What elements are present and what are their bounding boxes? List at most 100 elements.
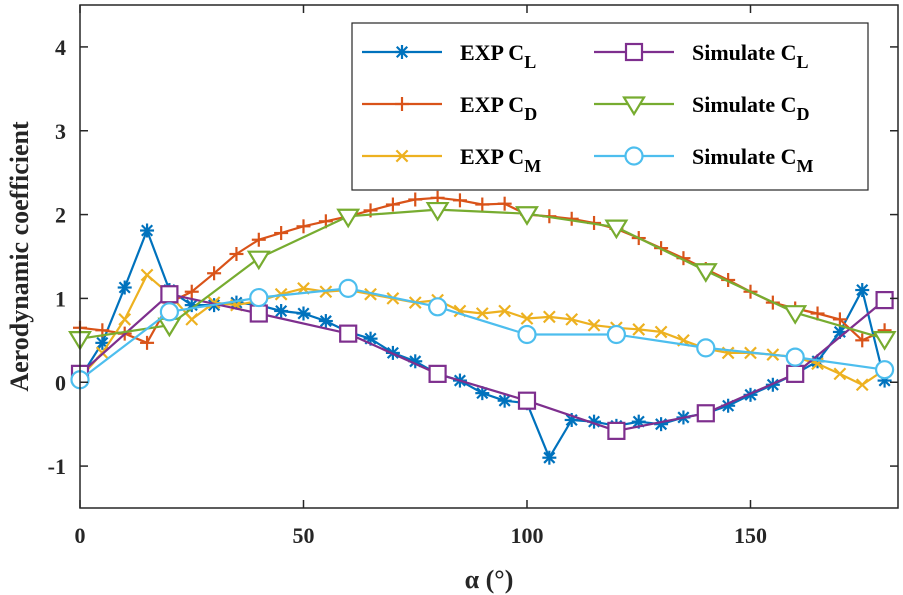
data-point <box>274 226 289 241</box>
legend-label-base: EXP C <box>460 92 524 117</box>
y-tick-label: 0 <box>55 370 66 395</box>
data-point <box>632 323 646 336</box>
data-point <box>140 335 155 350</box>
data-point <box>338 278 358 298</box>
data-point <box>783 305 808 325</box>
data-point <box>872 331 897 351</box>
data-point <box>229 246 244 261</box>
legend-label: Simulate CD <box>692 92 810 124</box>
legend-item: Simulate CL <box>594 40 809 72</box>
data-point <box>517 391 537 410</box>
data-point <box>395 149 409 163</box>
legend-label-subscript: L <box>524 52 536 72</box>
plot-frame <box>79 4 899 509</box>
y-tick-label: 4 <box>55 35 66 60</box>
legend-item: Simulate CD <box>594 92 810 124</box>
y-tick-label: -1 <box>48 454 66 479</box>
data-point <box>654 325 668 339</box>
data-point <box>855 378 869 392</box>
legend-label-base: Simulate C <box>692 40 797 65</box>
y-tick-label: 3 <box>55 119 66 144</box>
data-point <box>498 304 512 318</box>
series <box>70 278 895 390</box>
data-point <box>385 197 400 212</box>
legend-label-subscript: M <box>797 156 814 176</box>
data-point <box>160 285 179 304</box>
data-point <box>542 310 556 324</box>
legend-label: EXP CM <box>460 144 541 176</box>
data-point <box>318 314 333 329</box>
series-line <box>79 287 885 381</box>
x-tick-label: 50 <box>292 523 314 548</box>
data-point <box>607 421 626 440</box>
data-point <box>395 97 409 111</box>
y-tick-label: 1 <box>55 286 66 311</box>
data-point <box>452 193 467 208</box>
data-point <box>855 283 870 298</box>
legend-label: Simulate CM <box>692 144 814 176</box>
data-point <box>785 347 805 367</box>
legend-item: EXP CD <box>362 92 537 124</box>
y-axis-title: Aerodynamic coefficient <box>5 121 34 392</box>
series-layer <box>68 190 897 465</box>
data-point <box>475 386 490 401</box>
data-point <box>246 250 271 271</box>
data-point <box>654 417 669 432</box>
series-line <box>79 273 886 386</box>
data-point <box>855 333 870 348</box>
data-point <box>395 45 409 59</box>
data-point <box>339 324 358 343</box>
data-point <box>520 312 534 325</box>
legend-label: Simulate CL <box>692 40 809 72</box>
x-axis-title: α (°) <box>465 565 514 594</box>
data-point <box>140 223 155 238</box>
legend-label: EXP CL <box>460 40 536 72</box>
data-point <box>140 268 154 282</box>
data-point <box>606 324 626 345</box>
series-line <box>79 208 885 340</box>
data-point <box>427 297 448 317</box>
data-point <box>874 360 895 380</box>
data-point <box>274 303 289 318</box>
data-point <box>497 393 512 408</box>
data-point <box>296 306 311 321</box>
legend-label-base: Simulate C <box>692 144 797 169</box>
data-point <box>624 146 644 166</box>
data-point <box>604 219 629 240</box>
series <box>73 223 892 465</box>
data-point <box>118 312 132 326</box>
data-point <box>364 287 377 301</box>
data-point <box>786 364 805 383</box>
legend-label-subscript: D <box>524 104 537 124</box>
data-point <box>336 208 361 229</box>
data-point <box>296 219 311 234</box>
legend-item: EXP CL <box>362 40 536 72</box>
data-point <box>696 404 715 423</box>
data-point <box>207 266 222 281</box>
data-point <box>832 312 847 327</box>
data-point <box>425 201 450 222</box>
data-point <box>587 318 601 332</box>
legend-label-subscript: D <box>797 104 810 124</box>
data-point <box>497 196 512 211</box>
legend-item: Simulate CM <box>594 144 814 176</box>
x-tick-label: 0 <box>75 523 86 548</box>
legend-label-base: EXP C <box>460 144 524 169</box>
ticks-layer: 0 50 100 150 -1 0 1 2 3 4 <box>48 5 898 548</box>
data-point <box>428 364 447 383</box>
legend-label: EXP CD <box>460 92 537 124</box>
data-point <box>475 307 489 320</box>
x-tick-label: 100 <box>510 523 543 548</box>
y-tick-label: 2 <box>55 203 66 228</box>
data-point <box>515 206 539 226</box>
legend-label-base: EXP C <box>460 40 524 65</box>
data-point <box>696 338 716 358</box>
data-point <box>408 192 423 207</box>
series <box>70 285 894 440</box>
data-point <box>875 290 894 310</box>
legend-label-base: Simulate C <box>692 92 797 117</box>
data-point <box>117 280 132 295</box>
legend-item: EXP CM <box>362 144 541 176</box>
